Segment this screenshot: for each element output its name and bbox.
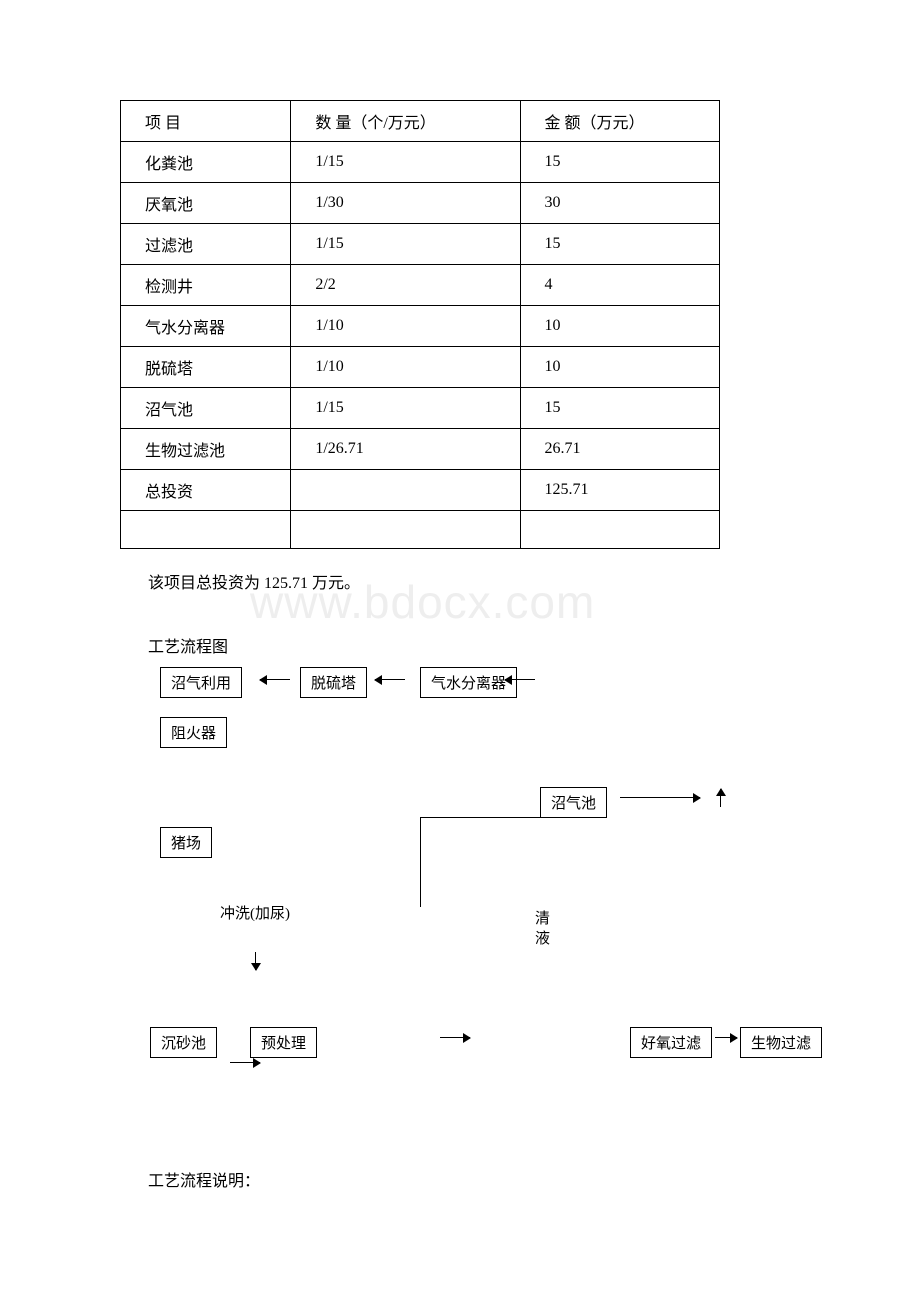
- process-flowchart: 沼气利用 脱硫塔 气水分离器阻火器沼气池猪场冲洗(加尿) 清液沉砂池 预处理 好氧过滤生物…: [140, 667, 820, 1147]
- table-cell: 2/2: [291, 265, 520, 306]
- node-gas_water: 气水分离器: [420, 667, 517, 698]
- col-header-project: 项 目: [121, 101, 291, 142]
- table-row: 生物过滤池1/26.7126.71: [121, 429, 720, 470]
- table-row: 气水分离器1/1010: [121, 306, 720, 347]
- table-row: [121, 511, 720, 549]
- node-clear_liq2: 液: [535, 927, 550, 948]
- flow-arrow: [505, 679, 535, 680]
- table-row: 沼气池1/1515: [121, 388, 720, 429]
- table-cell: 生物过滤池: [121, 429, 291, 470]
- node-pig_farm: 猪场: [160, 827, 212, 858]
- table-cell: 气水分离器: [121, 306, 291, 347]
- table-cell: 15: [520, 224, 719, 265]
- explanation-title: 工艺流程说明：: [148, 1167, 800, 1191]
- table-cell: 10: [520, 347, 719, 388]
- table-header-row: 项 目 数 量（个/万元） 金 额（万元）: [121, 101, 720, 142]
- table-cell: 30: [520, 183, 719, 224]
- node-flame_arr: 阻火器: [160, 717, 227, 748]
- table-cell: 10: [520, 306, 719, 347]
- col-header-quantity: 数 量（个/万元）: [291, 101, 520, 142]
- flow-arrow: [375, 679, 405, 680]
- node-aerobic: 好氧过滤: [630, 1027, 712, 1058]
- node-sed_tank: 沉砂池: [150, 1027, 217, 1058]
- node-biogas_tank: 沼气池: [540, 787, 607, 818]
- table-row: 总投资 125.71: [121, 470, 720, 511]
- table-cell: 检测井: [121, 265, 291, 306]
- connector-line: [420, 817, 540, 818]
- table-cell: 化粪池: [121, 142, 291, 183]
- table-row: 检测井2/24: [121, 265, 720, 306]
- connector-line: [420, 817, 421, 907]
- table-cell: 脱硫塔: [121, 347, 291, 388]
- investment-table: 项 目 数 量（个/万元） 金 额（万元） 化粪池1/1515厌氧池1/3030…: [120, 100, 720, 549]
- table-row: 过滤池1/1515: [121, 224, 720, 265]
- table-cell: 过滤池: [121, 224, 291, 265]
- table-cell: 1/15: [291, 224, 520, 265]
- col-header-amount: 金 额（万元）: [520, 101, 719, 142]
- table-cell: 1/10: [291, 347, 520, 388]
- flow-arrow: [715, 1037, 737, 1038]
- table-cell: [121, 511, 291, 549]
- table-cell: 4: [520, 265, 719, 306]
- table-cell: 15: [520, 388, 719, 429]
- node-biogas_use: 沼气利用: [160, 667, 242, 698]
- table-cell: 沼气池: [121, 388, 291, 429]
- table-cell: 1/15: [291, 142, 520, 183]
- node-desulf_tower: 脱硫塔: [300, 667, 367, 698]
- table-cell: 总投资: [121, 470, 291, 511]
- table-cell: 125.71: [520, 470, 719, 511]
- flow-arrow: [620, 797, 700, 798]
- summary-text: 该项目总投资为 125.71 万元。: [148, 569, 800, 593]
- table-cell: 15: [520, 142, 719, 183]
- table-cell: [520, 511, 719, 549]
- table-cell: 厌氧池: [121, 183, 291, 224]
- flow-arrow: [260, 679, 290, 680]
- table-row: 化粪池1/1515: [121, 142, 720, 183]
- flowchart-title: 工艺流程图: [148, 633, 800, 657]
- table-cell: 1/10: [291, 306, 520, 347]
- node-clear_liq1: 清: [535, 907, 550, 928]
- table-cell: 1/30: [291, 183, 520, 224]
- table-row: 脱硫塔1/1010: [121, 347, 720, 388]
- table-row: 厌氧池1/3030: [121, 183, 720, 224]
- node-flush: 冲洗(加尿): [220, 902, 290, 923]
- table-cell: [291, 470, 520, 511]
- table-cell: [291, 511, 520, 549]
- node-pretreat: 预处理: [250, 1027, 317, 1058]
- table-cell: 1/15: [291, 388, 520, 429]
- flow-arrow: [440, 1037, 470, 1038]
- flow-arrow: [255, 952, 256, 970]
- flow-arrow: [230, 1062, 260, 1063]
- node-biofilter: 生物过滤: [740, 1027, 822, 1058]
- table-cell: 1/26.71: [291, 429, 520, 470]
- table-cell: 26.71: [520, 429, 719, 470]
- flow-arrow: [720, 789, 721, 807]
